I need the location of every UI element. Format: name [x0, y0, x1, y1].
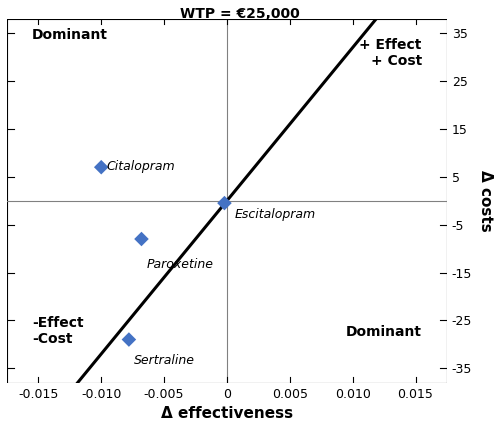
Point	[138, 235, 145, 242]
Text: Paroxetine: Paroxetine	[146, 258, 214, 271]
Text: Dominant: Dominant	[346, 325, 422, 339]
Y-axis label: Δ costs: Δ costs	[478, 170, 493, 232]
Text: -Effect
-Cost: -Effect -Cost	[32, 315, 84, 346]
Text: Citalopram: Citalopram	[106, 160, 175, 173]
Text: Dominant: Dominant	[32, 28, 108, 42]
Text: Sertraline: Sertraline	[134, 354, 195, 367]
Text: + Effect
+ Cost: + Effect + Cost	[360, 38, 422, 68]
Text: WTP = €25,000: WTP = €25,000	[180, 7, 300, 21]
X-axis label: Δ effectiveness: Δ effectiveness	[161, 406, 293, 421]
Point	[125, 336, 133, 343]
Point	[220, 200, 228, 207]
Text: Escitalopram: Escitalopram	[234, 208, 316, 221]
Point	[97, 164, 105, 171]
